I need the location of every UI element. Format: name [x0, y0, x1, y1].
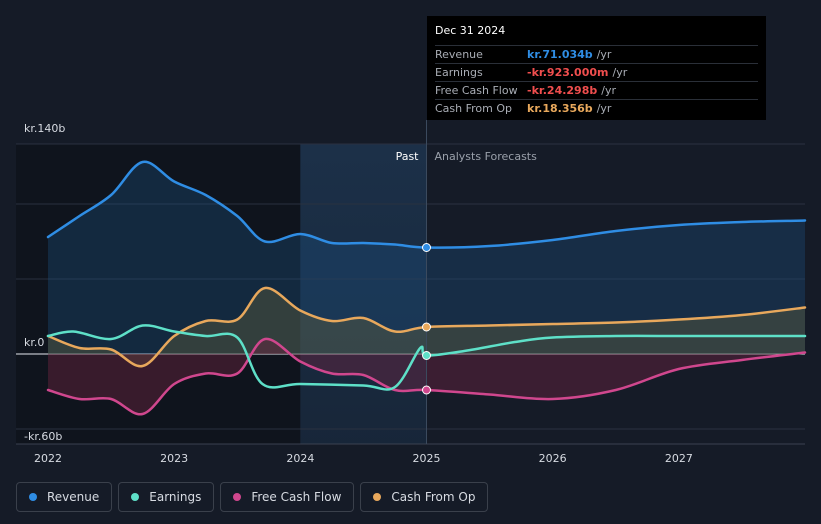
- chart-legend: Revenue Earnings Free Cash Flow Cash Fro…: [16, 482, 489, 512]
- tooltip-value: kr.18.356b: [527, 102, 593, 115]
- legend-item-free-cash-flow[interactable]: Free Cash Flow: [220, 482, 355, 512]
- free-cash-flow-marker: [422, 385, 431, 395]
- revenue-dot-icon: [29, 493, 37, 501]
- x-tick-label: 2023: [160, 452, 188, 465]
- legend-label: Cash From Op: [391, 490, 476, 504]
- tooltip-value: -kr.24.298b: [527, 84, 598, 97]
- y-tick-label: -kr.60b: [24, 430, 62, 443]
- tooltip-row-earnings: Earnings -kr.923.000m /yr: [435, 63, 758, 81]
- cash-from-op-line: [46, 286, 807, 368]
- legend-label: Earnings: [149, 490, 202, 504]
- tooltip-label: Earnings: [435, 66, 483, 79]
- tooltip-value: kr.71.034b: [527, 48, 593, 61]
- tooltip-label: Free Cash Flow: [435, 84, 518, 97]
- tooltip-unit: /yr: [601, 84, 616, 97]
- series-lines: [46, 160, 807, 416]
- free-cash-flow-dot-icon: [233, 493, 242, 501]
- series-markers: [422, 243, 431, 395]
- cash-from-op-marker: [422, 322, 431, 332]
- earnings-dot-icon: [131, 493, 140, 501]
- axis-labels: kr.140b kr.0 -kr.60b 2022 2023 2024 2025…: [24, 122, 693, 465]
- earnings-line: [46, 324, 807, 391]
- legend-label: Revenue: [47, 490, 100, 504]
- cash-from-op-dot-icon: [373, 493, 382, 501]
- earnings-marker: [422, 351, 431, 360]
- legend-item-cash-from-op[interactable]: Cash From Op: [360, 482, 489, 512]
- data-tooltip: Dec 31 2024 Revenue kr.71.034b /yr Earni…: [427, 16, 766, 120]
- past-label: Past: [396, 150, 420, 163]
- tooltip-row-free-cash-flow: Free Cash Flow -kr.24.298b /yr: [435, 81, 758, 99]
- tooltip-unit: /yr: [596, 48, 612, 61]
- y-tick-label: kr.0: [24, 336, 44, 349]
- x-tick-label: 2026: [539, 452, 567, 465]
- tooltip-label: Cash From Op: [435, 102, 513, 115]
- forecast-label: Analysts Forecasts: [435, 150, 538, 163]
- tooltip-label: Revenue: [435, 48, 483, 61]
- tooltip-unit: /yr: [612, 66, 628, 79]
- x-tick-label: 2025: [413, 452, 441, 465]
- free-cash-flow-line: [46, 337, 807, 416]
- x-tick-label: 2027: [665, 452, 693, 465]
- revenue-marker: [422, 243, 431, 252]
- revenue-line: [46, 160, 807, 249]
- y-tick-label: kr.140b: [24, 122, 65, 135]
- x-tick-label: 2022: [34, 452, 62, 465]
- tooltip-row-revenue: Revenue kr.71.034b /yr: [435, 45, 758, 63]
- legend-item-revenue[interactable]: Revenue: [16, 482, 113, 512]
- tooltip-row-cash-from-op: Cash From Op kr.18.356b /yr: [435, 99, 758, 117]
- grid-lines: [16, 143, 805, 445]
- tooltip-date: Dec 31 2024: [435, 24, 506, 37]
- legend-item-earnings[interactable]: Earnings: [118, 482, 215, 512]
- tooltip-unit: /yr: [596, 102, 612, 115]
- legend-label: Free Cash Flow: [251, 490, 342, 504]
- x-tick-label: 2024: [286, 452, 314, 465]
- highlight-region: [300, 144, 427, 444]
- tooltip-value: -kr.923.000m: [527, 66, 609, 79]
